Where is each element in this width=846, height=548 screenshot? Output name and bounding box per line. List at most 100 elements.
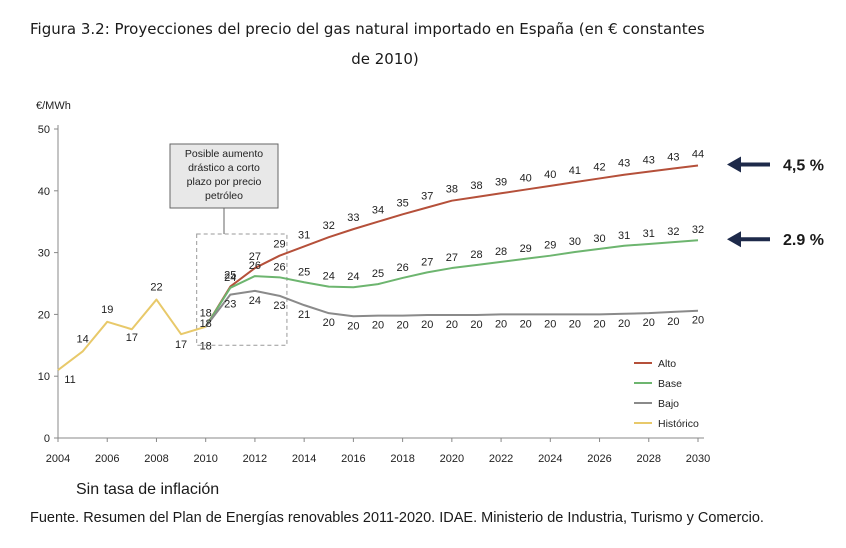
data-label-alto-2012: 27 xyxy=(249,251,261,263)
x-tick-label-2022: 2022 xyxy=(489,453,513,465)
data-label-bajo-2027: 20 xyxy=(618,318,630,330)
data-label-bajo-2015: 20 xyxy=(323,317,335,329)
chart-title-line-2: de 2010) xyxy=(351,50,419,68)
data-label-bajo-2028: 20 xyxy=(643,317,655,329)
data-label-bajo-2012: 24 xyxy=(249,295,261,307)
legend-label-base: Base xyxy=(658,378,682,390)
data-label-alto-2029: 43 xyxy=(667,152,679,164)
growth-rate-base: 2.9 % xyxy=(783,232,824,249)
data-label-bajo-2029: 20 xyxy=(667,316,679,328)
data-label-bajo-2016: 20 xyxy=(347,320,359,332)
data-label-base-2018: 26 xyxy=(396,262,408,274)
x-tick-label-2006: 2006 xyxy=(95,453,119,465)
data-label-bajo-2025: 20 xyxy=(569,318,581,330)
data-label-alto-2027: 43 xyxy=(618,158,630,170)
data-label-alto-2028: 43 xyxy=(643,155,655,167)
data-label-histórico-2009: 17 xyxy=(175,339,187,351)
data-label-base-2016: 24 xyxy=(347,271,359,283)
y-tick-label-0: 0 xyxy=(44,433,50,445)
data-label-base-2029: 32 xyxy=(667,226,679,238)
data-label-base-2022: 28 xyxy=(495,246,507,258)
x-tick-label-2024: 2024 xyxy=(538,453,562,465)
data-label-base-2015: 24 xyxy=(323,271,335,283)
x-tick-label-2010: 2010 xyxy=(193,453,217,465)
data-label-alto-2016: 33 xyxy=(347,212,359,224)
legend-label-alto: Alto xyxy=(658,358,676,370)
x-tick-label-2004: 2004 xyxy=(46,453,70,465)
data-label-base-2030: 32 xyxy=(692,224,704,236)
data-label-alto-2019: 37 xyxy=(421,190,433,202)
data-label-histórico-2007: 17 xyxy=(126,332,138,344)
series-line-histórico xyxy=(57,298,206,371)
data-label-alto-2024: 40 xyxy=(544,169,556,181)
data-label-histórico-2008: 22 xyxy=(150,282,162,294)
arrow-head-alto xyxy=(727,156,741,173)
data-label-base-2011: 24 xyxy=(224,272,236,284)
inflation-note: Sin tasa de inflación xyxy=(76,481,220,498)
y-tick-label-40: 40 xyxy=(38,186,50,198)
data-label-alto-2022: 39 xyxy=(495,176,507,188)
data-label-histórico-2010: 18 xyxy=(200,318,212,330)
data-label-alto-2017: 34 xyxy=(372,205,384,217)
data-label-bajo-2026: 20 xyxy=(593,318,605,330)
x-tick-label-2030: 2030 xyxy=(686,453,710,465)
data-label-alto-2020: 38 xyxy=(446,184,458,196)
data-label-histórico-2005: 14 xyxy=(76,333,88,345)
data-label-2010-lower: 18 xyxy=(200,340,212,352)
x-tick-label-2018: 2018 xyxy=(390,453,414,465)
data-label-base-2014: 25 xyxy=(298,266,310,278)
data-label-alto-2011: 25 xyxy=(224,270,236,282)
data-label-alto-2014: 31 xyxy=(298,229,310,241)
data-label-bajo-2030: 20 xyxy=(692,315,704,327)
data-label-bajo-2024: 20 xyxy=(544,318,556,330)
data-label-bajo-2011: 23 xyxy=(224,299,236,311)
x-tick-label-2016: 2016 xyxy=(341,453,365,465)
x-tick-label-2008: 2008 xyxy=(144,453,168,465)
y-tick-label-50: 50 xyxy=(38,124,50,136)
arrow-head-base xyxy=(727,231,741,248)
series-line-base xyxy=(204,239,699,328)
data-label-alto-2025: 41 xyxy=(569,165,581,177)
legend-label-bajo: Bajo xyxy=(658,398,679,410)
x-tick-label-2012: 2012 xyxy=(243,453,267,465)
data-label-alto-2015: 32 xyxy=(323,220,335,232)
data-label-bajo-2019: 20 xyxy=(421,319,433,331)
source-note: Fuente. Resumen del Plan de Energías ren… xyxy=(30,510,764,526)
data-label-bajo-2014: 21 xyxy=(298,309,310,321)
data-label-2010-upper: 18 xyxy=(200,307,212,319)
data-label-alto-2026: 42 xyxy=(593,161,605,173)
data-label-base-2026: 30 xyxy=(593,233,605,245)
data-label-alto-2013: 29 xyxy=(273,239,285,251)
x-tick-label-2026: 2026 xyxy=(587,453,611,465)
y-tick-label-10: 10 xyxy=(38,371,50,383)
data-label-alto-2023: 40 xyxy=(520,173,532,185)
data-label-base-2024: 29 xyxy=(544,240,556,252)
legend-label-histórico: Histórico xyxy=(658,418,699,430)
x-tick-label-2020: 2020 xyxy=(440,453,464,465)
annotation-text-line-1: Posible aumento xyxy=(185,148,263,160)
data-label-base-2027: 31 xyxy=(618,230,630,242)
dashed-highlight-region xyxy=(196,233,288,346)
data-label-base-2013: 26 xyxy=(273,261,285,273)
x-tick-label-2028: 2028 xyxy=(637,453,661,465)
data-label-base-2023: 29 xyxy=(520,243,532,255)
data-label-alto-2030: 44 xyxy=(692,148,704,160)
y-axis-label: €/MWh xyxy=(36,100,71,112)
chart-title-line-1: Figura 3.2: Proyecciones del precio del … xyxy=(30,20,705,38)
data-label-bajo-2013: 23 xyxy=(273,300,285,312)
x-tick-label-2014: 2014 xyxy=(292,453,316,465)
series-line-alto xyxy=(204,164,699,328)
growth-rate-alto: 4,5 % xyxy=(783,157,824,174)
annotation-text-line-2: drástico a corto xyxy=(188,162,260,174)
data-label-bajo-2022: 20 xyxy=(495,318,507,330)
data-label-base-2019: 27 xyxy=(421,256,433,268)
data-label-alto-2021: 38 xyxy=(470,180,482,192)
data-label-bajo-2020: 20 xyxy=(446,319,458,331)
data-label-base-2021: 28 xyxy=(470,249,482,261)
y-tick-label-20: 20 xyxy=(38,309,50,321)
data-label-alto-2018: 35 xyxy=(396,197,408,209)
data-label-histórico-2006: 19 xyxy=(101,304,113,316)
annotation-text-line-3: plazo por precio xyxy=(187,176,262,188)
data-label-base-2012: 26 xyxy=(249,260,261,272)
